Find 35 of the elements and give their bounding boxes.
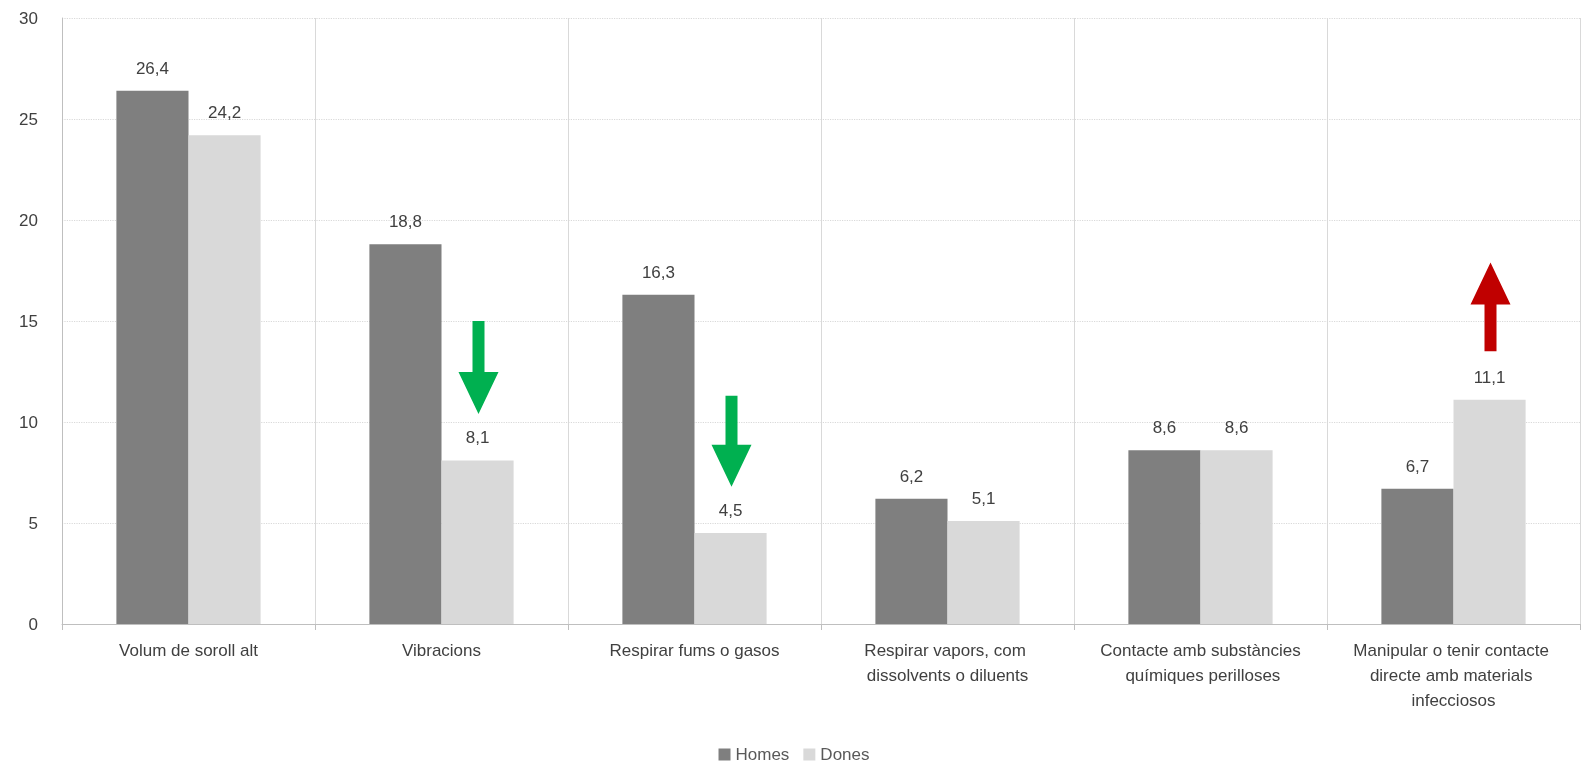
bar [1381, 488, 1454, 624]
bar [369, 244, 442, 624]
data-label: 8,1 [465, 428, 490, 448]
bar [441, 460, 514, 624]
bar [694, 533, 767, 624]
data-label: 4,5 [718, 501, 743, 521]
y-tick-label: 0 [28, 614, 38, 634]
bar [116, 90, 189, 624]
data-label: 5,1 [971, 488, 996, 508]
y-tick-label: 10 [19, 412, 38, 432]
x-tick-label: Respirar vapors, com dissolvents o diluents [864, 641, 1031, 685]
data-label: 11,1 [1473, 367, 1506, 387]
data-label: 8,6 [1152, 418, 1177, 438]
x-tick-label: Vibracions [401, 641, 482, 660]
y-tick-label: 20 [19, 210, 38, 230]
data-label: 24,2 [208, 103, 242, 123]
x-tick-label: Contacte amb substàncies químiques perilloses [1100, 641, 1301, 685]
x-tick-label: Volum de soroll alt [119, 641, 259, 660]
bar [622, 294, 695, 624]
data-label: 18,8 [388, 212, 422, 232]
y-tick-label: 15 [19, 311, 38, 331]
y-tick-label: 5 [28, 513, 38, 533]
data-label: 6,2 [899, 466, 924, 486]
y-tick-label: 25 [19, 109, 38, 129]
data-label: 16,3 [641, 262, 675, 282]
data-label: 8,6 [1224, 418, 1249, 438]
x-tick-label: Respirar fums o gasos [609, 641, 780, 660]
x-tick-label: Manipular o tenir contacte directe amb materials infecciosos [1353, 641, 1554, 710]
bar [1128, 450, 1201, 624]
legend-label: Dones [820, 745, 870, 764]
bar [875, 498, 948, 624]
data-label: 6,7 [1405, 456, 1430, 476]
data-label: 26,4 [135, 58, 169, 78]
legend-label: Homes [735, 745, 790, 764]
y-tick-label: 30 [19, 8, 38, 28]
